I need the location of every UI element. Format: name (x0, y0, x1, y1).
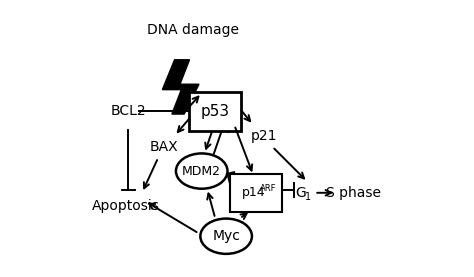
FancyBboxPatch shape (190, 91, 241, 131)
Text: p53: p53 (201, 104, 230, 119)
Text: BCL2: BCL2 (110, 104, 146, 118)
Ellipse shape (176, 153, 228, 189)
Text: p14: p14 (241, 186, 265, 199)
Text: MDM2: MDM2 (182, 165, 221, 178)
Text: G: G (295, 186, 306, 200)
Polygon shape (163, 60, 199, 114)
Text: Apoptosis: Apoptosis (92, 199, 160, 213)
Text: p21: p21 (251, 129, 277, 143)
Text: 1: 1 (305, 192, 311, 202)
Text: DNA damage: DNA damage (147, 23, 239, 37)
Text: Myc: Myc (212, 229, 240, 243)
Text: S phase: S phase (326, 186, 381, 200)
Ellipse shape (201, 219, 252, 254)
Text: ARF: ARF (260, 184, 276, 193)
FancyBboxPatch shape (230, 174, 282, 212)
Text: BAX: BAX (149, 140, 178, 154)
